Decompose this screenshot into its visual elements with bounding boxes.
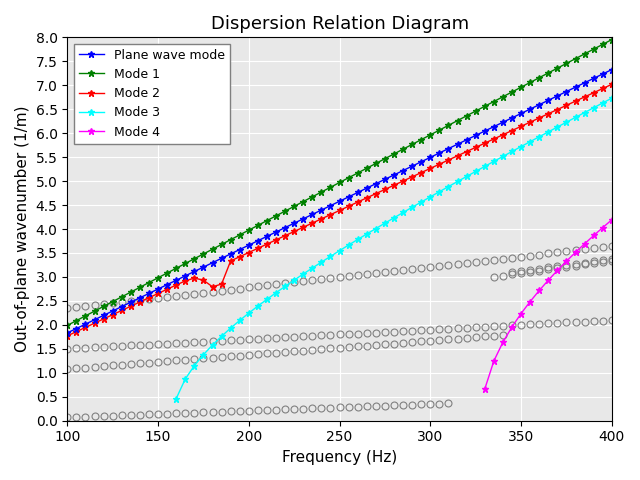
Plane wave mode (608, 67, 616, 72)
Mode 3 (390, 215, 398, 221)
Mode 2 (408, 174, 416, 180)
X-axis label: Frequency (Hz): Frequency (Hz) (282, 450, 397, 465)
Mode 2 (454, 153, 461, 159)
Mode 2 (499, 132, 507, 138)
Mode 2 (526, 119, 534, 125)
Mode 3 (354, 237, 362, 242)
Mode 2 (463, 149, 470, 155)
Plane wave mode (172, 277, 180, 283)
Mode 2 (363, 195, 371, 201)
Mode 2 (336, 207, 344, 213)
Mode 1 (191, 256, 198, 262)
Mode 2 (508, 128, 516, 133)
Mode 2 (291, 228, 298, 234)
Mode 3 (191, 363, 198, 369)
Plane wave mode (354, 190, 362, 195)
Mode 2 (390, 182, 398, 188)
Mode 2 (590, 90, 598, 96)
Mode 2 (345, 204, 353, 209)
Mode 1 (172, 265, 180, 271)
Mode 2 (608, 82, 616, 87)
Mode 4 (608, 217, 616, 223)
Mode 2 (308, 220, 316, 226)
Mode 2 (517, 123, 525, 129)
Mode 3 (608, 95, 616, 101)
Line: Mode 2: Mode 2 (227, 81, 615, 264)
Mode 3 (254, 303, 262, 309)
Mode 2 (436, 161, 444, 167)
Mode 2 (599, 85, 607, 91)
Mode 2 (236, 254, 244, 260)
Mode 2 (372, 191, 380, 196)
Mode 2 (399, 178, 407, 184)
Plane wave mode (254, 238, 262, 244)
Mode 2 (354, 199, 362, 205)
Mode 2 (326, 212, 334, 217)
Mode 1 (63, 323, 71, 328)
Mode 1 (254, 223, 262, 228)
Line: Plane wave mode: Plane wave mode (64, 66, 615, 336)
Mode 2 (281, 233, 289, 239)
Legend: Plane wave mode, Mode 1, Mode 2, Mode 3, Mode 4: Plane wave mode, Mode 1, Mode 2, Mode 3,… (74, 44, 230, 144)
Mode 2 (227, 258, 234, 264)
Mode 2 (381, 187, 388, 192)
Mode 1 (608, 36, 616, 42)
Mode 3 (536, 134, 543, 140)
Mode 2 (490, 136, 498, 142)
Mode 1 (390, 151, 398, 157)
Mode 2 (481, 140, 489, 146)
Line: Mode 3: Mode 3 (173, 95, 615, 402)
Mode 2 (272, 237, 280, 243)
Mode 2 (245, 250, 253, 255)
Mode 2 (263, 241, 271, 247)
Mode 1 (536, 75, 543, 81)
Mode 2 (300, 224, 307, 230)
Mode 2 (445, 157, 452, 163)
Mode 3 (172, 396, 180, 401)
Mode 2 (554, 107, 561, 112)
Y-axis label: Out-of-plane wavenumber (1/m): Out-of-plane wavenumber (1/m) (15, 106, 30, 352)
Mode 2 (472, 144, 479, 150)
Mode 4 (536, 288, 543, 293)
Line: Mode 4: Mode 4 (481, 216, 615, 392)
Plane wave mode (390, 172, 398, 178)
Plane wave mode (63, 330, 71, 336)
Mode 2 (426, 166, 434, 171)
Mode 2 (536, 115, 543, 121)
Title: Dispersion Relation Diagram: Dispersion Relation Diagram (211, 15, 468, 33)
Mode 2 (317, 216, 325, 222)
Mode 2 (545, 111, 552, 117)
Mode 2 (563, 102, 570, 108)
Mode 2 (572, 98, 579, 104)
Mode 2 (254, 245, 262, 251)
Line: Mode 1: Mode 1 (64, 36, 615, 329)
Plane wave mode (191, 269, 198, 275)
Plane wave mode (536, 102, 543, 108)
Mode 2 (417, 170, 425, 176)
Mode 1 (354, 170, 362, 176)
Mode 2 (581, 94, 589, 100)
